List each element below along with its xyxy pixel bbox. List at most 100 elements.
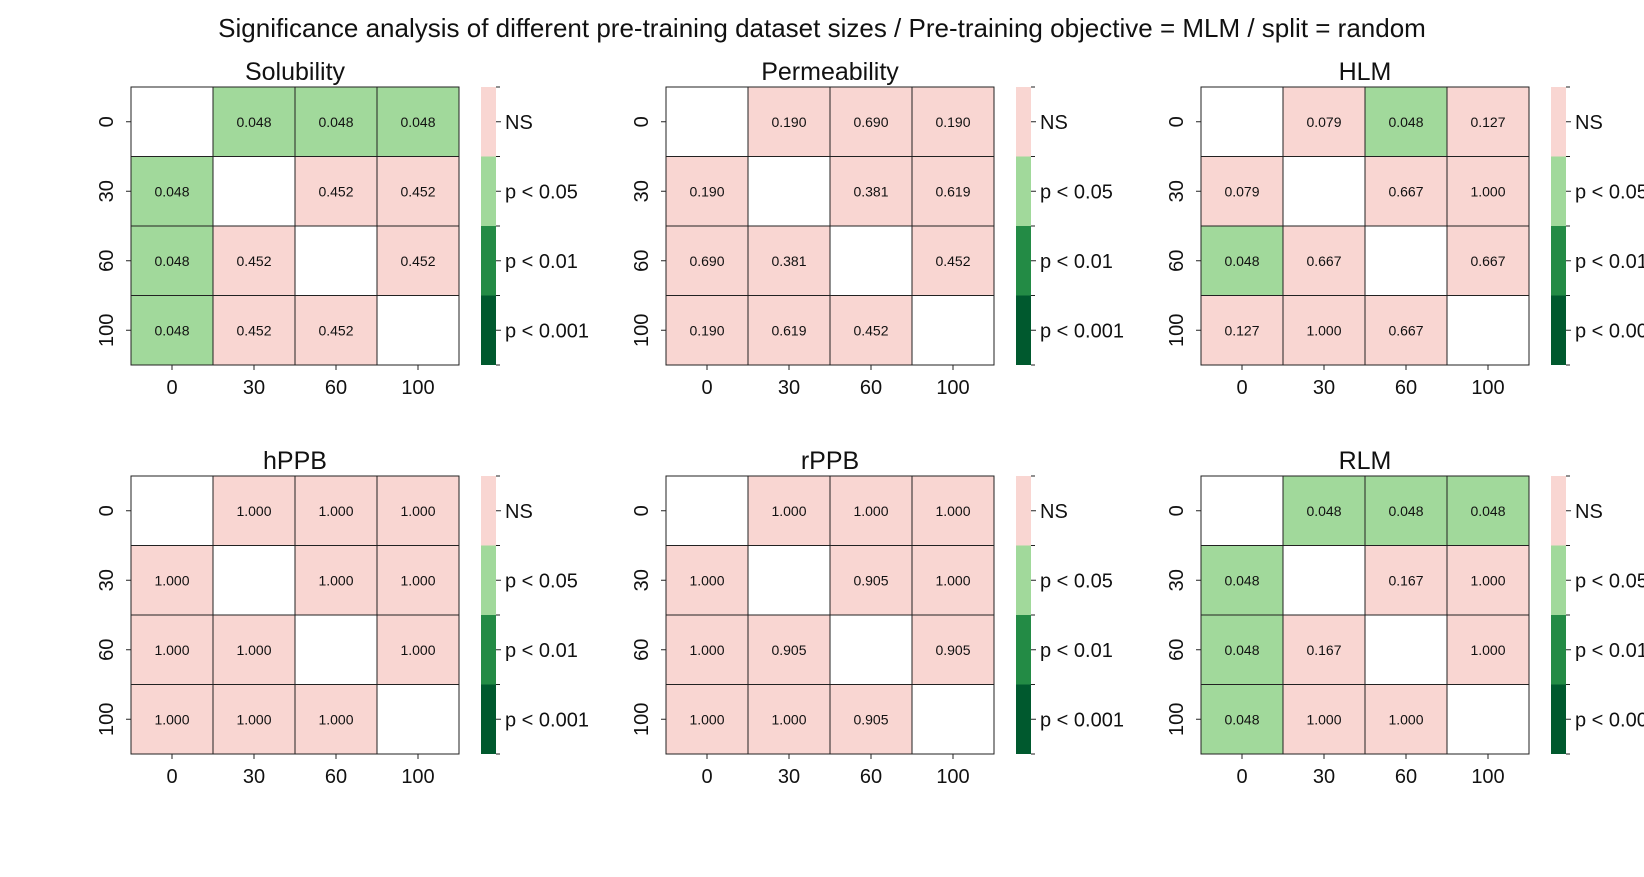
cell-label: 0.048 [1306, 503, 1341, 519]
cell-label: 0.905 [853, 572, 888, 588]
heatmap-cell [747, 475, 831, 546]
colorbar-segment [481, 156, 496, 226]
colorbar-segment [1551, 156, 1566, 226]
heatmap-cell [1282, 156, 1366, 227]
colorbar-label: NS [1575, 501, 1603, 523]
colorbar-segment [481, 476, 496, 546]
cell-label: 0.452 [236, 253, 271, 269]
y-tick-label: 0 [631, 116, 653, 127]
colorbar-segment [1551, 87, 1566, 157]
heatmap-cell [294, 225, 378, 296]
cell-label: 0.452 [935, 253, 970, 269]
heatmap-cell [911, 684, 995, 755]
cell-label: 1.000 [154, 642, 189, 658]
heatmap-cell [1446, 295, 1530, 366]
cell-label: 1.000 [1306, 711, 1341, 727]
cell-label: 0.048 [154, 183, 189, 199]
x-tick-label: 60 [860, 766, 882, 788]
cell-label: 0.079 [1306, 114, 1341, 130]
colorbar-segment [481, 615, 496, 685]
panel-title: RLM [1339, 447, 1392, 475]
colorbar-label: p < 0.01 [505, 251, 578, 273]
colorbar-segment [1551, 226, 1566, 296]
panel-title: hPPB [263, 447, 327, 475]
y-tick-label: 30 [1166, 180, 1188, 202]
colorbar-segment [1016, 615, 1031, 685]
heatmap-cell [294, 86, 378, 157]
colorbar-label: p < 0.01 [1040, 251, 1113, 273]
x-tick-label: 100 [1471, 377, 1504, 399]
cell-label: 0.048 [1388, 114, 1423, 130]
cell-label: 1.000 [318, 503, 353, 519]
cell-label: 0.667 [1388, 322, 1423, 338]
cell-label: 1.000 [853, 503, 888, 519]
heatmap-cell [1282, 475, 1366, 546]
cell-label: 0.127 [1470, 114, 1505, 130]
y-tick-label: 60 [631, 250, 653, 272]
cell-label: 1.000 [935, 572, 970, 588]
colorbar-label: p < 0.05 [1575, 570, 1644, 592]
colorbar-label: p < 0.001 [1040, 709, 1124, 731]
x-tick-label: 60 [1395, 766, 1417, 788]
heatmap-cell [376, 684, 460, 755]
heatmap-cell [212, 156, 296, 227]
x-tick-label: 60 [860, 377, 882, 399]
colorbar-segment [481, 545, 496, 615]
cell-label: 1.000 [236, 642, 271, 658]
x-tick-label: 30 [243, 766, 265, 788]
cell-label: 1.000 [1470, 572, 1505, 588]
heatmap-cell [829, 545, 913, 616]
cell-label: 0.048 [154, 322, 189, 338]
colorbar-label: p < 0.001 [505, 709, 589, 731]
heatmap-cell [376, 295, 460, 366]
cell-label: 1.000 [400, 642, 435, 658]
heatmap-cell [911, 614, 995, 685]
cell-label: 0.079 [1224, 183, 1259, 199]
cell-label: 1.000 [771, 711, 806, 727]
panel-title: Permeability [761, 58, 899, 86]
cell-label: 0.048 [1224, 572, 1259, 588]
cell-label: 0.190 [689, 183, 724, 199]
cell-label: 0.048 [1224, 642, 1259, 658]
colorbar-label: p < 0.05 [1040, 570, 1113, 592]
cell-label: 0.619 [771, 322, 806, 338]
heatmap-cell [130, 86, 214, 157]
cell-label: 1.000 [1470, 642, 1505, 658]
cell-label: 0.452 [318, 183, 353, 199]
cell-label: 1.000 [236, 503, 271, 519]
heatmap-cell [1282, 225, 1366, 296]
heatmap-cell [294, 156, 378, 227]
cell-label: 1.000 [400, 503, 435, 519]
colorbar-label: p < 0.05 [505, 570, 578, 592]
heatmap-cell [130, 475, 214, 546]
x-tick-label: 30 [778, 377, 800, 399]
heatmap-cell [911, 295, 995, 366]
colorbar-label: p < 0.001 [505, 320, 589, 342]
cell-label: 0.667 [1306, 253, 1341, 269]
cell-label: 0.905 [935, 642, 970, 658]
heatmap-panel: Solubility 0.048 0.048 0.048 0.048 0.452 0.452… [96, 58, 589, 399]
y-tick-label: 100 [1166, 703, 1188, 736]
colorbar-segment [481, 295, 496, 365]
y-tick-label: 100 [631, 314, 653, 347]
cell-label: 0.048 [236, 114, 271, 130]
x-tick-label: 30 [1313, 377, 1335, 399]
y-tick-label: 0 [1166, 505, 1188, 516]
colorbar-label: p < 0.001 [1575, 709, 1644, 731]
y-tick-label: 60 [1166, 250, 1188, 272]
cell-label: 1.000 [771, 503, 806, 519]
colorbar-label: p < 0.001 [1575, 320, 1644, 342]
heatmap-cell [1200, 684, 1284, 755]
colorbar-segment [1016, 295, 1031, 365]
heatmap-panel: RLM 0.048 0.048 0.048 0.048 0.167 1.000 0.048 0.… [1166, 447, 1644, 788]
colorbar-label: p < 0.05 [1575, 181, 1644, 203]
cell-label: 0.452 [853, 322, 888, 338]
heatmap-cell [376, 475, 460, 546]
x-tick-label: 100 [401, 377, 434, 399]
cell-label: 0.167 [1306, 642, 1341, 658]
colorbar-segment [1551, 684, 1566, 754]
cell-label: 0.127 [1224, 322, 1259, 338]
cell-label: 1.000 [689, 642, 724, 658]
cell-label: 0.690 [853, 114, 888, 130]
cell-label: 0.905 [771, 642, 806, 658]
